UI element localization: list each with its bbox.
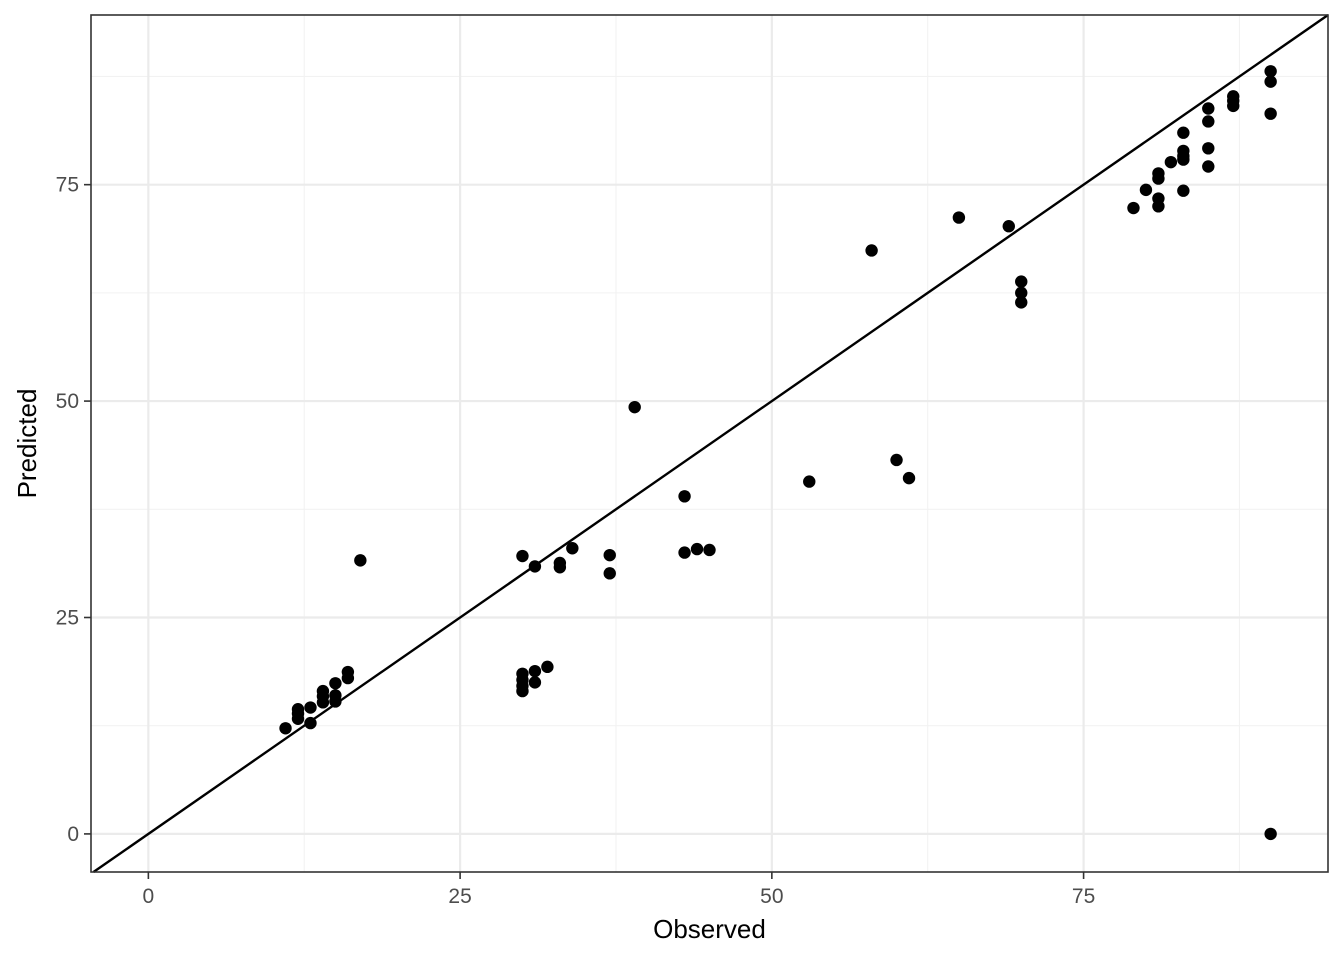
data-point [528, 676, 542, 689]
data-point [316, 684, 330, 698]
data-point [678, 546, 691, 559]
data-point [1264, 827, 1277, 841]
data-point [1127, 201, 1140, 215]
data-point [516, 667, 529, 680]
data-point [553, 556, 567, 570]
data-point [528, 560, 542, 573]
data-point [541, 660, 554, 674]
data-point [1264, 65, 1277, 78]
data-point [1202, 160, 1215, 173]
y-axis-ticks: 0 25 50 75 [56, 174, 91, 846]
identity-line-group [92, 14, 1329, 873]
data-point [341, 665, 355, 679]
data-point [1227, 90, 1240, 103]
data-point [1202, 142, 1215, 155]
data-point [1015, 275, 1028, 288]
data-point [1177, 126, 1190, 139]
data-points [279, 65, 1277, 841]
y-tick-label: 75 [56, 174, 79, 197]
data-point [1015, 286, 1028, 300]
data-point [1015, 296, 1028, 309]
data-point [291, 703, 305, 716]
data-point [865, 244, 878, 257]
data-point [690, 542, 704, 556]
data-point [329, 689, 342, 702]
data-point [1202, 115, 1215, 128]
x-tick-label: 25 [448, 885, 471, 908]
y-tick-label: 25 [56, 606, 79, 629]
y-tick-label: 0 [67, 823, 79, 846]
data-point [1202, 102, 1215, 115]
x-axis-ticks: 0 25 50 75 [143, 872, 1095, 908]
data-point [1177, 144, 1190, 158]
x-axis-title: Observed [653, 914, 766, 944]
plot-panel-border [90, 14, 1329, 873]
data-point [516, 549, 529, 563]
data-point [603, 548, 616, 562]
y-tick-label: 50 [56, 390, 79, 413]
data-point [628, 400, 641, 414]
data-point [304, 716, 317, 730]
data-point [803, 475, 816, 488]
data-point [528, 664, 542, 678]
data-point [603, 567, 616, 580]
data-point [1164, 155, 1178, 169]
data-point [678, 490, 691, 503]
data-point [902, 471, 916, 485]
x-tick-label: 50 [760, 885, 783, 908]
data-point [1152, 167, 1165, 180]
data-point [329, 677, 342, 690]
data-point [890, 453, 903, 467]
x-tick-label: 75 [1072, 885, 1095, 908]
data-point [566, 542, 579, 555]
data-point [279, 722, 292, 735]
major-gridlines [91, 15, 1328, 872]
data-point [1152, 192, 1165, 205]
y-axis-title: Predicted [12, 389, 42, 499]
minor-gridlines [91, 15, 1328, 872]
data-point [703, 543, 716, 557]
data-point [1177, 184, 1190, 197]
data-point [354, 554, 367, 567]
identity-reference-line [92, 14, 1329, 873]
data-point [304, 701, 317, 714]
data-point [1139, 183, 1153, 197]
data-point [1264, 107, 1277, 120]
data-point [1264, 75, 1277, 88]
x-tick-label: 0 [143, 885, 155, 908]
data-point [1002, 220, 1015, 233]
data-point [952, 211, 966, 224]
